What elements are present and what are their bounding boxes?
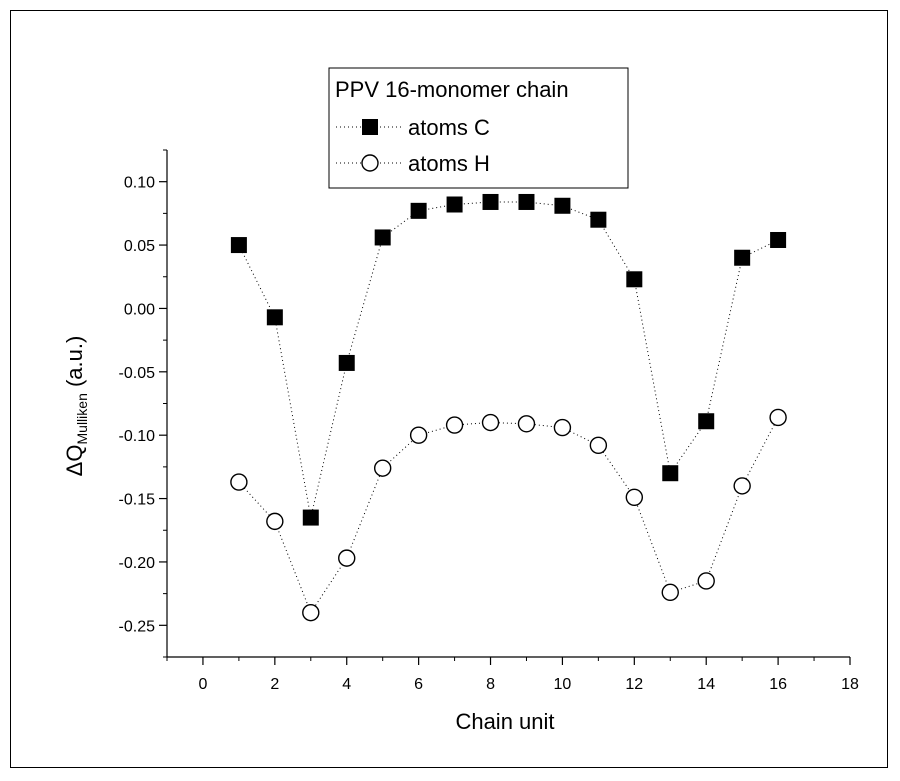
x-tick-label: 12 — [625, 676, 643, 693]
x-tick-label: 14 — [697, 676, 715, 693]
data-point-c — [410, 202, 427, 219]
y-tick-label: -0.20 — [119, 555, 156, 572]
y-tick-label: -0.10 — [119, 428, 156, 445]
data-point-h — [302, 603, 320, 622]
data-point-h — [373, 459, 392, 477]
data-point-h — [769, 408, 787, 427]
x-tick-label: 0 — [198, 676, 207, 693]
data-point-h — [589, 436, 608, 455]
legend-marker-c — [362, 119, 378, 135]
x-tick-label: 8 — [486, 676, 495, 693]
series-line-h — [238, 417, 779, 614]
data-point-h — [266, 512, 284, 531]
legend-label-h: atoms H — [408, 151, 490, 176]
data-point-c — [230, 237, 247, 254]
legend-marker-h — [361, 154, 379, 172]
series-lines — [238, 201, 779, 614]
data-point-h — [517, 415, 536, 433]
y-tick-label: 0.00 — [124, 301, 155, 318]
axes: 0 2 4 6 8 10 12 14 16 18 0.10 0.05 0.00 -0.05 -0.10 -0.… — [119, 149, 859, 693]
y-tick-label: 0.10 — [124, 175, 155, 192]
data-point-c — [302, 509, 319, 526]
data-point-h — [230, 473, 248, 491]
legend-box — [328, 67, 629, 189]
data-point-h — [733, 477, 751, 495]
y-axis-label-sub: Mulliken — [74, 393, 90, 444]
x-tick-label: 16 — [769, 676, 787, 693]
data-point-c — [266, 309, 283, 326]
y-axis-label: ΔQMulliken (a.u.) — [62, 336, 90, 477]
data-point-c — [770, 231, 787, 248]
data-point-c — [374, 229, 391, 246]
x-tick-label: 2 — [270, 676, 279, 693]
data-point-h — [553, 418, 572, 437]
y-tick-label: 0.05 — [124, 238, 155, 255]
y-axis-label-unit: (a.u.) — [62, 336, 87, 393]
data-point-h — [445, 416, 464, 434]
y-tick-label: -0.15 — [119, 492, 156, 509]
x-tick-label: 4 — [342, 676, 351, 693]
data-point-h — [409, 426, 428, 444]
data-point-c — [446, 196, 463, 213]
data-point-h — [625, 488, 644, 506]
data-point-c — [482, 193, 499, 210]
x-tick-label: 18 — [841, 676, 859, 693]
legend: PPV 16-monomer chain atoms C atoms H — [328, 67, 629, 189]
y-axis-label-main: ΔQ — [62, 445, 87, 477]
data-point-c — [338, 354, 355, 371]
data-point-h — [661, 583, 679, 602]
data-point-c — [518, 193, 535, 210]
data-point-h — [481, 413, 500, 432]
y-tick-label: -0.25 — [119, 618, 156, 635]
legend-label-c: atoms C — [408, 115, 490, 140]
data-point-c — [662, 465, 679, 482]
chart-title: PPV 16-monomer chain — [335, 77, 569, 102]
series-markers — [230, 193, 787, 622]
data-point-c — [554, 197, 571, 214]
data-point-h — [338, 549, 356, 567]
x-tick-label: 10 — [554, 676, 572, 693]
data-point-h — [697, 572, 715, 590]
figure-frame — [10, 10, 888, 768]
data-point-c — [626, 271, 643, 288]
x-axis-label: Chain unit — [455, 709, 554, 734]
data-point-c — [590, 211, 607, 228]
y-tick-label: -0.05 — [119, 365, 156, 382]
series-line-c — [238, 201, 779, 518]
data-point-c — [698, 413, 715, 430]
data-point-c — [734, 249, 751, 266]
x-tick-label: 6 — [414, 676, 423, 693]
